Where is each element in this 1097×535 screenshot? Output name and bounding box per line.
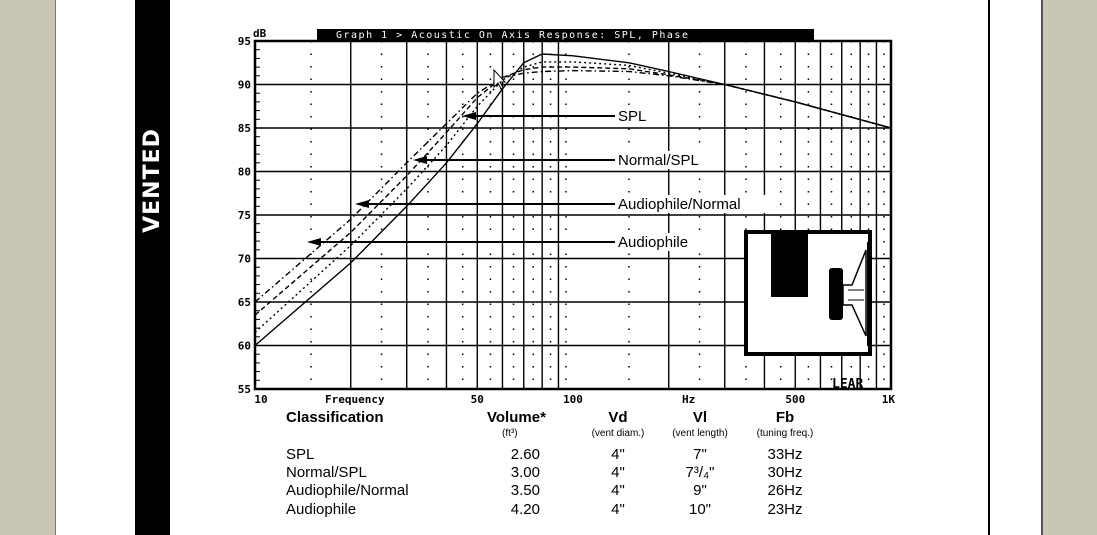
section-tab <box>135 0 170 535</box>
col-header-classification: Classification <box>286 409 384 426</box>
table-cell-volume: 4.20 <box>510 501 540 518</box>
x-tick-label: 1K <box>882 393 896 406</box>
annotation-label: SPL <box>618 108 646 125</box>
y-tick-label: 70 <box>238 253 251 266</box>
table-cell-vl: 10" <box>688 501 711 518</box>
table-cell-classification: Audiophile/Normal <box>286 482 409 499</box>
table-cell-vd: 4" <box>611 501 625 518</box>
y-tick-label: 90 <box>238 79 251 92</box>
document-page <box>55 0 1043 535</box>
table-cell-fb: 33Hz <box>767 446 803 463</box>
y-tick-label: 75 <box>238 209 251 222</box>
table-cell-vl: 7³/₄" <box>685 464 715 481</box>
x-axis-ticks: 10 50 100 500 1K <box>254 393 895 406</box>
y-tick-label: 65 <box>238 296 251 309</box>
y-axis-unit: dB <box>253 27 267 40</box>
col-sub-vd: (vent diam.) <box>591 428 645 439</box>
speaker-cone <box>842 249 867 337</box>
x-tick-label: 50 <box>471 393 484 406</box>
brand-logo: LEAR <box>832 377 863 392</box>
table-cell-fb: 23Hz <box>767 501 803 518</box>
arrow-icon <box>413 156 427 164</box>
y-tick-label: 55 <box>238 383 251 396</box>
x-tick-label: 500 <box>785 393 805 406</box>
y-tick-label: 85 <box>238 122 251 135</box>
table-cell-vl: 9" <box>693 482 707 499</box>
annotation-label: Normal/SPL <box>618 152 699 169</box>
x-axis-label: Frequency <box>325 393 385 406</box>
x-tick-label: 100 <box>563 393 583 406</box>
annotation-label: Audiophile/Normal <box>618 196 741 213</box>
speaker-magnet <box>829 268 843 320</box>
vent-port <box>771 234 808 297</box>
arrow-icon <box>462 112 476 120</box>
curve-annotations: SPL Normal/SPL Audiophile/Normal Audiophile <box>307 107 770 251</box>
table-cell-vd: 4" <box>611 464 625 481</box>
x-axis-unit: Hz <box>682 393 695 406</box>
table-cell-volume: 3.00 <box>510 464 540 481</box>
table-cell-fb: 26Hz <box>767 482 803 499</box>
arrow-icon <box>307 238 321 246</box>
table-cell-vd: 4" <box>611 446 625 463</box>
curve-spl <box>254 53 892 347</box>
y-tick-label: 95 <box>238 35 251 48</box>
enclosure-diagram <box>744 230 872 356</box>
mouse-cursor-icon <box>493 68 507 90</box>
arrow-icon <box>355 200 369 208</box>
chart-title: Graph 1 > Acoustic On Axis Response: SPL… <box>336 30 689 41</box>
col-sub-volume: (ft³) <box>502 428 518 439</box>
col-header-fb: Fb <box>775 409 795 426</box>
table-cell-vl: 7" <box>693 446 707 463</box>
table-cell-vd: 4" <box>611 482 625 499</box>
table-cell-fb: 30Hz <box>767 464 803 481</box>
table-cell-volume: 3.50 <box>510 482 540 499</box>
chart-title-bar <box>317 29 814 40</box>
col-header-vd: Vd <box>608 409 628 426</box>
y-axis-ticks: 95 90 85 80 75 70 65 60 55 <box>238 35 260 396</box>
table-cell-volume: 2.60 <box>510 446 540 463</box>
y-tick-label: 80 <box>238 166 251 179</box>
col-sub-fb: (tuning freq.) <box>756 428 814 439</box>
response-curves <box>254 53 892 347</box>
y-tick-label: 60 <box>238 340 251 353</box>
annotation-label: Audiophile <box>618 234 688 251</box>
curve-audiophile <box>254 69 892 303</box>
col-header-vl: Vl <box>692 409 708 426</box>
page-border-line <box>988 0 990 535</box>
col-header-volume: Volume* <box>487 409 546 426</box>
x-tick-label: 10 <box>254 393 267 406</box>
col-sub-vl: (vent length) <box>672 428 728 439</box>
table-cell-classification: Normal/SPL <box>286 464 367 481</box>
table-cell-classification: Audiophile <box>286 501 357 518</box>
table-cell-classification: SPL <box>286 446 315 463</box>
